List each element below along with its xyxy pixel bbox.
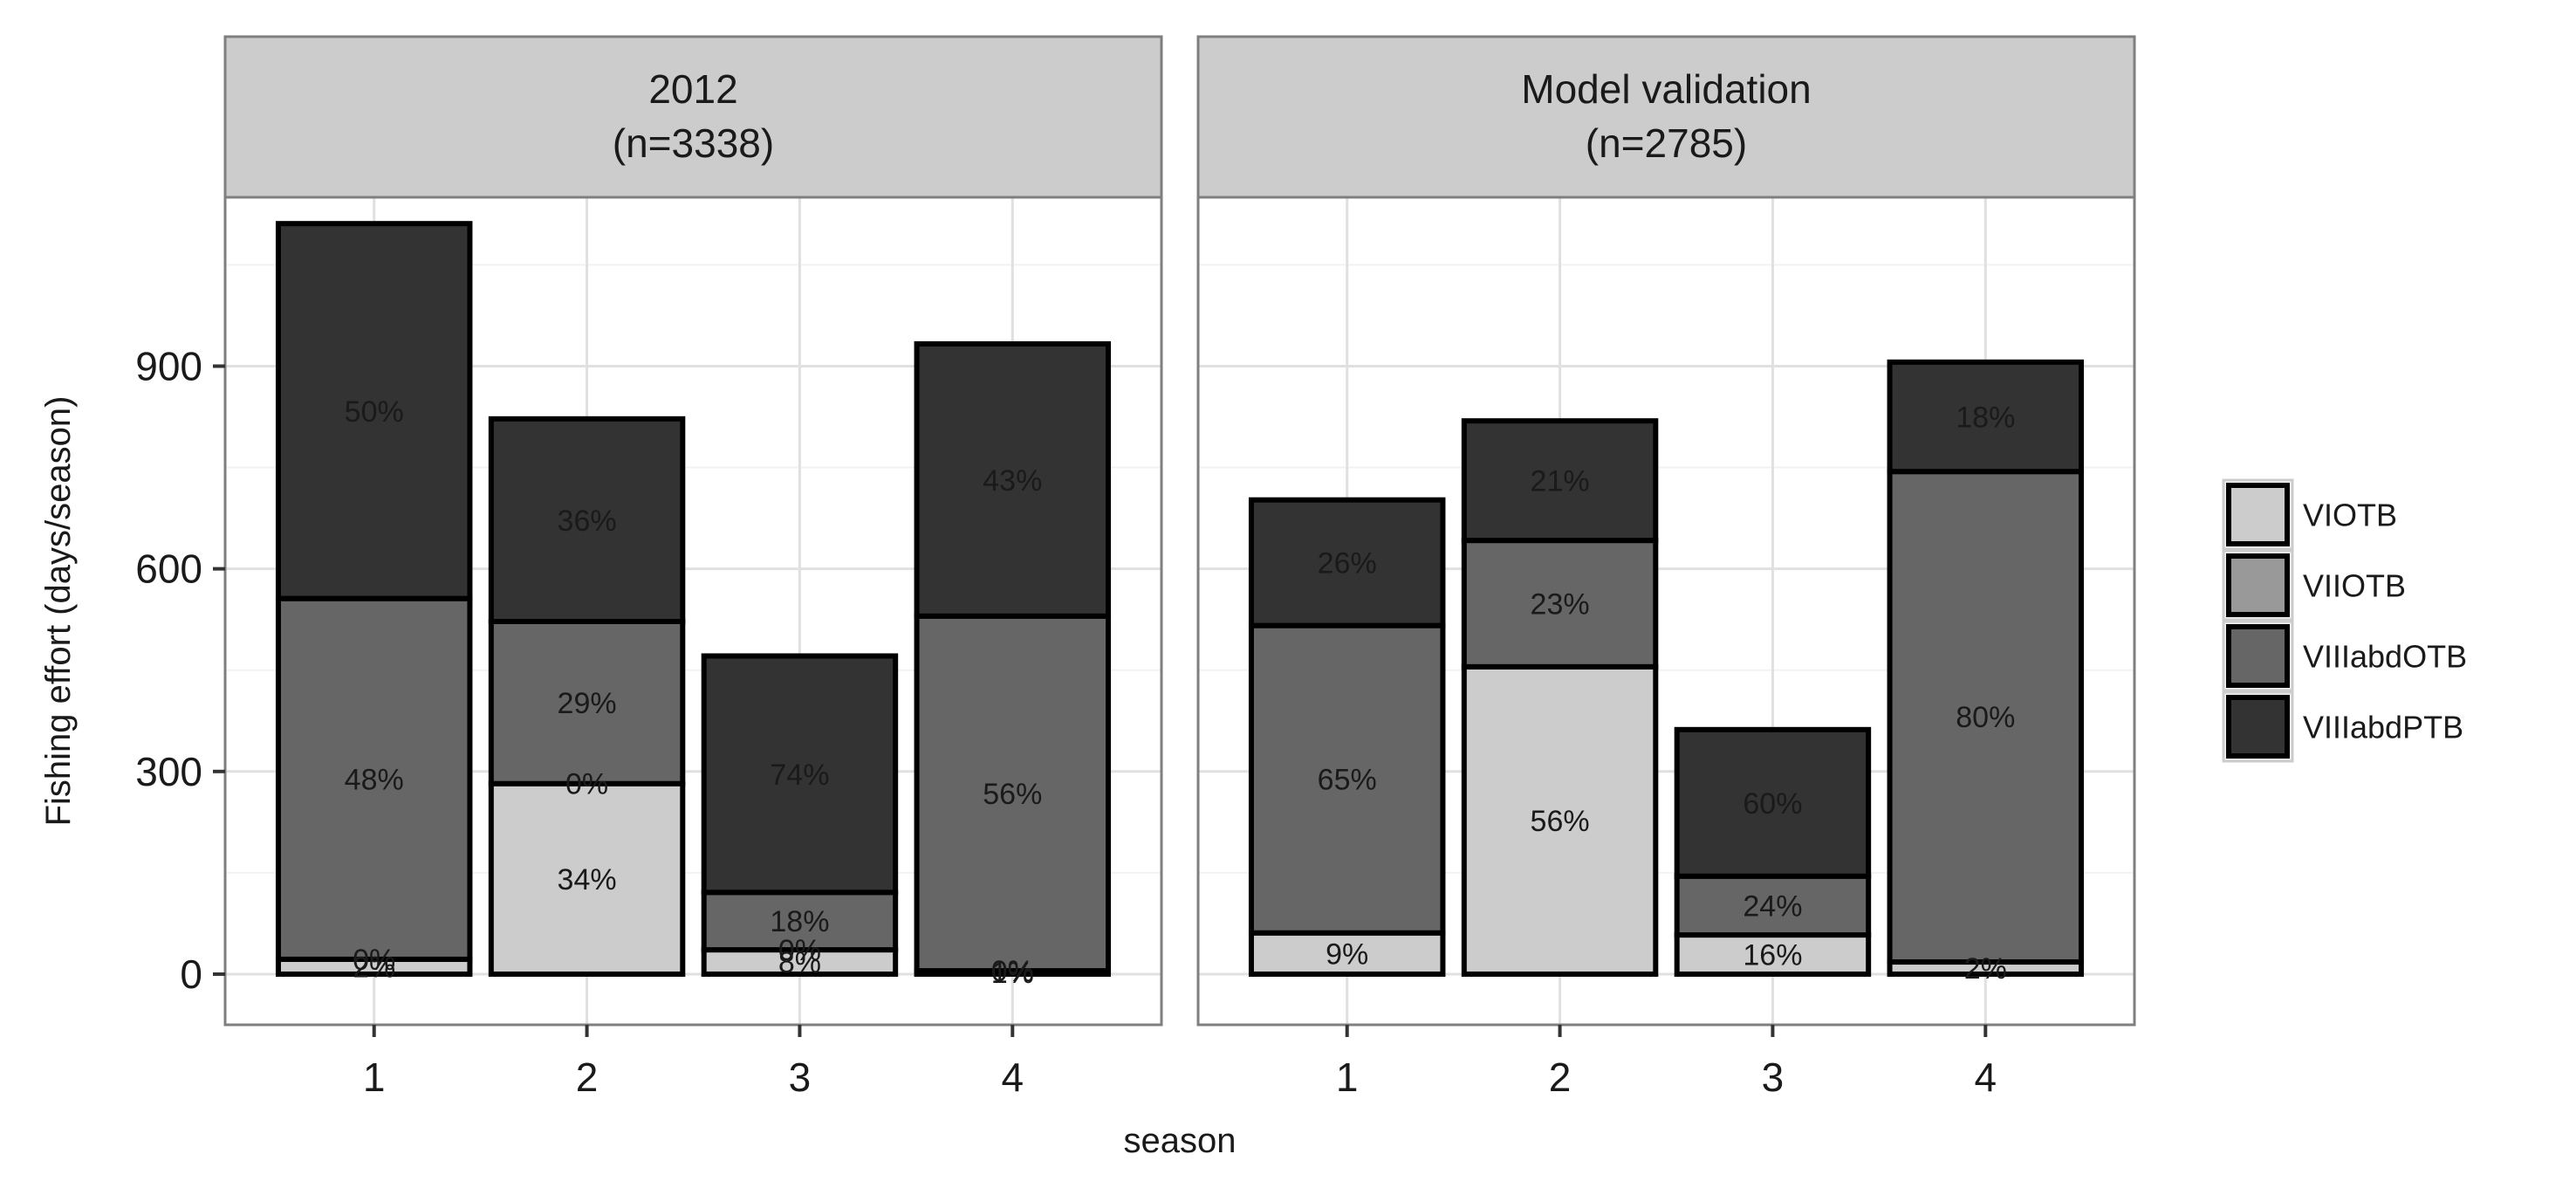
x-tick-label: 3: [1762, 1054, 1785, 1100]
legend-swatch-VIOTB: [2226, 483, 2290, 546]
data-label: 80%: [1956, 701, 2015, 734]
data-label: 0%: [991, 955, 1034, 988]
y-tick-label: 0: [180, 951, 202, 997]
data-label: 0%: [778, 934, 821, 967]
panel-strip: [1196, 35, 2136, 199]
legend-swatch-VIIIabdPTB: [2226, 695, 2290, 759]
data-label: 16%: [1743, 939, 1802, 972]
x-tick-label: 4: [1001, 1054, 1024, 1100]
data-label: 18%: [1956, 402, 2015, 435]
data-label: 65%: [1318, 764, 1377, 797]
panel-border: [223, 196, 1163, 1027]
legend-label: VIIIabdOTB: [2303, 639, 2467, 675]
bar-VIIIabdPTB-season-3: [701, 653, 899, 896]
data-label: 24%: [1743, 889, 1802, 923]
data-labels: 2%34%8% 1%0%0%0%0%48%29%18%56%50%36%74%43…: [345, 395, 1043, 990]
panel-1: 2012(n=3338)2%34%8% 1%0%0%0%0%48%29%18%56…: [223, 35, 1163, 1100]
data-label: 60%: [1743, 787, 1802, 821]
panel-strip: [223, 35, 1163, 199]
x-tick-label: 1: [363, 1054, 386, 1100]
panel-strip-title: 2012: [648, 66, 737, 112]
data-label: 34%: [558, 863, 617, 896]
x-tick-label: 2: [1549, 1054, 1572, 1100]
panels: 2012(n=3338)2%34%8% 1%0%0%0%0%48%29%18%56…: [223, 35, 2136, 1100]
y-axis: 0 300 600 900: [135, 343, 225, 997]
bar-VIIIabdOTB-season-2: [1461, 538, 1659, 670]
bar-VIIIabdPTB-season-1: [1248, 497, 1446, 628]
data-label: 0%: [565, 768, 608, 801]
x-tick-label: 1: [1336, 1054, 1359, 1100]
panel-strip-count: (n=2785): [1586, 120, 1747, 166]
data-label: 26%: [1318, 547, 1377, 580]
legend-swatch-VIIOTB: [2226, 553, 2290, 617]
x-tick-label: 2: [576, 1054, 599, 1100]
x-tick-label: 3: [789, 1054, 812, 1100]
data-label: 48%: [345, 763, 404, 796]
legend-label: VIIOTB: [2303, 568, 2406, 604]
data-label: 50%: [345, 395, 404, 429]
bars: [275, 221, 1112, 977]
y-tick-label: 900: [135, 343, 202, 388]
panel-strip-count: (n=3338): [613, 120, 774, 166]
data-label: 1%: [991, 957, 1034, 990]
bars: [1248, 359, 2085, 977]
data-label: 2%: [1964, 952, 2007, 986]
data-label: 56%: [983, 778, 1042, 811]
data-label: 21%: [1531, 465, 1590, 498]
panel-strip-title: Model validation: [1521, 66, 1811, 112]
y-tick-label: 300: [135, 749, 202, 794]
data-label: 29%: [558, 687, 617, 720]
data-label: 56%: [1531, 805, 1590, 838]
data-label: 43%: [983, 464, 1042, 498]
data-label: 0%: [353, 944, 395, 977]
data-label: 9%: [1326, 938, 1368, 971]
x-axis: 1 2 3 4: [363, 1025, 1024, 1100]
data-label: 18%: [770, 905, 829, 938]
y-axis-title: Fishing effort (days/season): [39, 396, 78, 827]
x-axis-title: season: [1124, 1122, 1237, 1160]
panel-2: Model validation (n=2785) 9% 56% 16% 2% 65% 23%…: [1196, 35, 2136, 1100]
legend-swatch-VIIIabdOTB: [2226, 624, 2290, 688]
data-labels: 9% 56% 16% 2% 65% 23% 24% 80% 26% 21% 60% 18%: [1318, 402, 2016, 986]
data-label: 74%: [770, 759, 829, 792]
legend-label: VIOTB: [2303, 498, 2397, 533]
bar-VIIIabdPTB-season-4: [914, 340, 1112, 619]
bar-VIIIabdPTB-season-2: [488, 416, 686, 624]
legend: VIOTB VIIOTB VIIIabdOTB VIIIabdPTB: [2222, 478, 2467, 763]
legend-label: VIIIabdPTB: [2303, 710, 2463, 745]
y-tick-label: 600: [135, 546, 202, 592]
data-label: 2%: [353, 951, 395, 984]
bar-VIIIabdPTB-season-3: [1674, 726, 1872, 879]
bar-VIOTB-season-3: [1674, 932, 1872, 977]
bar-VIIIabdPTB-season-2: [1461, 418, 1659, 544]
data-label: 36%: [558, 505, 617, 538]
bar-VIIIabdOTB-season-1: [275, 595, 473, 962]
bar-VIOTB-season-1: [1248, 930, 1446, 977]
bar-VIIIabdOTB-season-1: [1248, 622, 1446, 936]
bar-VIIIabdPTB-season-1: [275, 221, 473, 601]
x-axis: 1 2 3 4: [1336, 1025, 1997, 1100]
panel-border: [1196, 196, 2136, 1027]
bar-VIIIabdPTB-season-4: [1887, 359, 2085, 475]
data-label: 8%: [778, 946, 821, 979]
x-tick-label: 4: [1974, 1054, 1997, 1100]
bar-VIIIabdOTB-season-4: [1887, 469, 2085, 965]
data-label: 23%: [1531, 587, 1590, 621]
bar-VIOTB-season-2: [1461, 663, 1659, 977]
